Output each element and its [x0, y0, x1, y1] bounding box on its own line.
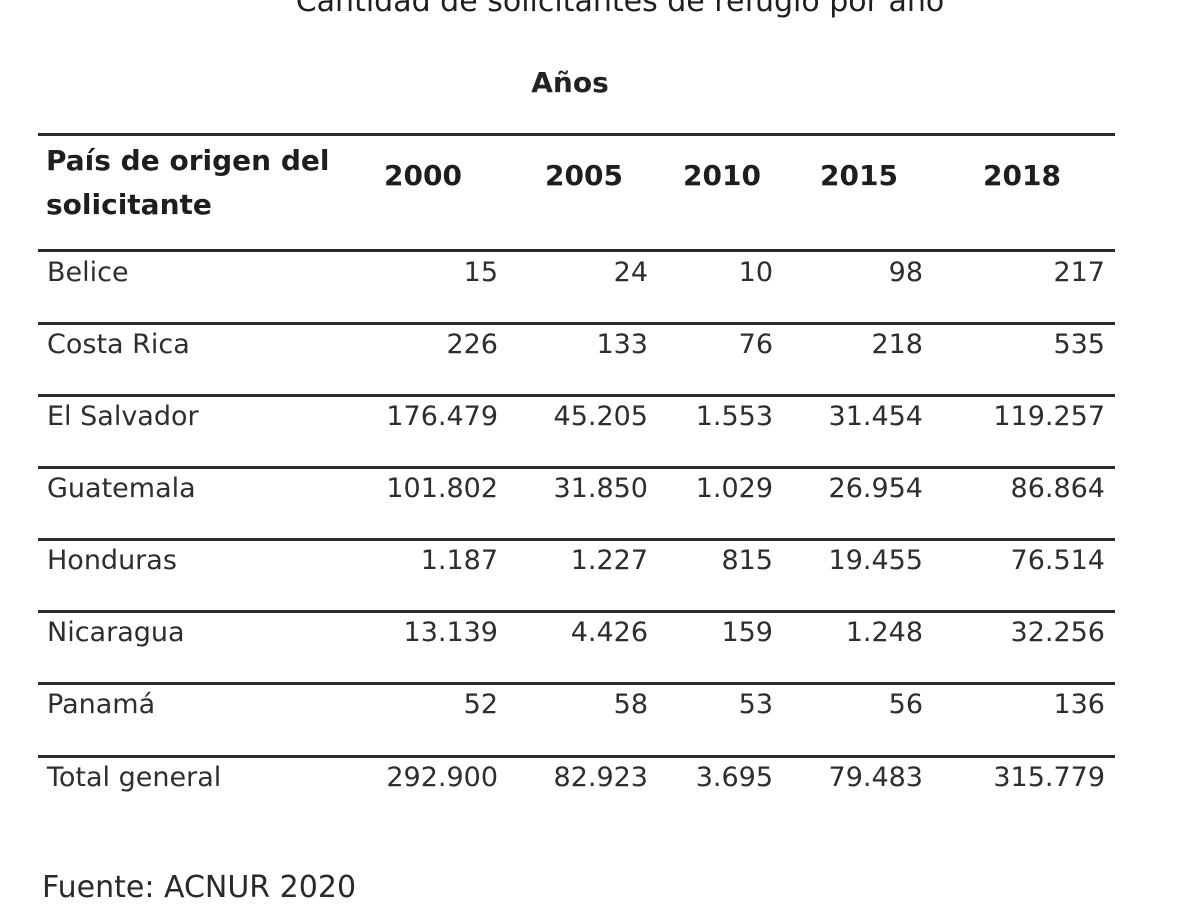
value-cell-2005: 31.850 — [553, 473, 648, 504]
row-separator — [38, 322, 1115, 325]
country-cell: Guatemala — [47, 473, 196, 504]
value-cell-2015: 98 — [888, 257, 923, 288]
row-separator — [38, 394, 1115, 397]
value-cell-2005: 133 — [596, 329, 648, 360]
value-cell-2018: 86.864 — [1010, 473, 1105, 504]
years-super-header: Años — [531, 66, 609, 99]
value-cell-2018: 315.779 — [993, 762, 1105, 793]
year-header-2018: 2018 — [983, 159, 1061, 192]
value-cell-2015: 218 — [871, 329, 923, 360]
value-cell-2010: 815 — [721, 545, 773, 576]
row-separator — [38, 755, 1115, 758]
value-cell-2010: 1.553 — [695, 401, 773, 432]
value-cell-2000: 226 — [446, 329, 498, 360]
year-header-2010: 2010 — [683, 159, 761, 192]
table-top-rule — [38, 133, 1115, 136]
value-cell-2005: 45.205 — [553, 401, 648, 432]
value-cell-2015: 79.483 — [828, 762, 923, 793]
country-cell: Nicaragua — [47, 617, 185, 648]
value-cell-2018: 76.514 — [1010, 545, 1105, 576]
source-note: Fuente: ACNUR 2020 — [42, 870, 357, 905]
value-cell-2000: 52 — [463, 689, 498, 720]
value-cell-2018: 136 — [1053, 689, 1105, 720]
country-cell: Panamá — [47, 689, 156, 720]
country-cell: Belice — [47, 257, 129, 288]
value-cell-2005: 24 — [613, 257, 648, 288]
value-cell-2015: 19.455 — [828, 545, 923, 576]
value-cell-2018: 217 — [1053, 257, 1105, 288]
year-header-2005: 2005 — [545, 159, 623, 192]
country-cell: El Salvador — [47, 401, 199, 432]
country-cell: Costa Rica — [47, 329, 190, 360]
value-cell-2015: 31.454 — [828, 401, 923, 432]
row-separator — [38, 249, 1115, 252]
country-header-line1: País de origen del — [46, 144, 330, 177]
value-cell-2000: 1.187 — [420, 545, 498, 576]
value-cell-2000: 292.900 — [386, 762, 498, 793]
value-cell-2000: 15 — [463, 257, 498, 288]
value-cell-2000: 13.139 — [403, 617, 498, 648]
value-cell-2015: 1.248 — [845, 617, 923, 648]
value-cell-2000: 176.479 — [386, 401, 498, 432]
value-cell-2000: 101.802 — [386, 473, 498, 504]
value-cell-2010: 76 — [738, 329, 773, 360]
value-cell-2015: 26.954 — [828, 473, 923, 504]
row-separator — [38, 610, 1115, 613]
country-cell: Honduras — [47, 545, 177, 576]
country-column-header: País de origen del solicitante — [46, 139, 329, 227]
year-header-2000: 2000 — [384, 159, 462, 192]
value-cell-2015: 56 — [888, 689, 923, 720]
value-cell-2018: 119.257 — [993, 401, 1105, 432]
country-header-line2: solicitante — [46, 188, 212, 221]
value-cell-2010: 1.029 — [695, 473, 773, 504]
value-cell-2010: 53 — [738, 689, 773, 720]
row-separator — [38, 538, 1115, 541]
value-cell-2010: 10 — [738, 257, 773, 288]
value-cell-2005: 1.227 — [570, 545, 648, 576]
value-cell-2018: 535 — [1053, 329, 1105, 360]
value-cell-2005: 82.923 — [553, 762, 648, 793]
value-cell-2018: 32.256 — [1010, 617, 1105, 648]
table-title: Cantidad de solicitantes de refugio por … — [295, 0, 945, 19]
row-separator — [38, 682, 1115, 685]
value-cell-2005: 4.426 — [570, 617, 648, 648]
row-separator — [38, 466, 1115, 469]
value-cell-2005: 58 — [613, 689, 648, 720]
value-cell-2010: 3.695 — [695, 762, 773, 793]
country-cell: Total general — [47, 762, 222, 793]
value-cell-2010: 159 — [721, 617, 773, 648]
year-header-2015: 2015 — [820, 159, 898, 192]
